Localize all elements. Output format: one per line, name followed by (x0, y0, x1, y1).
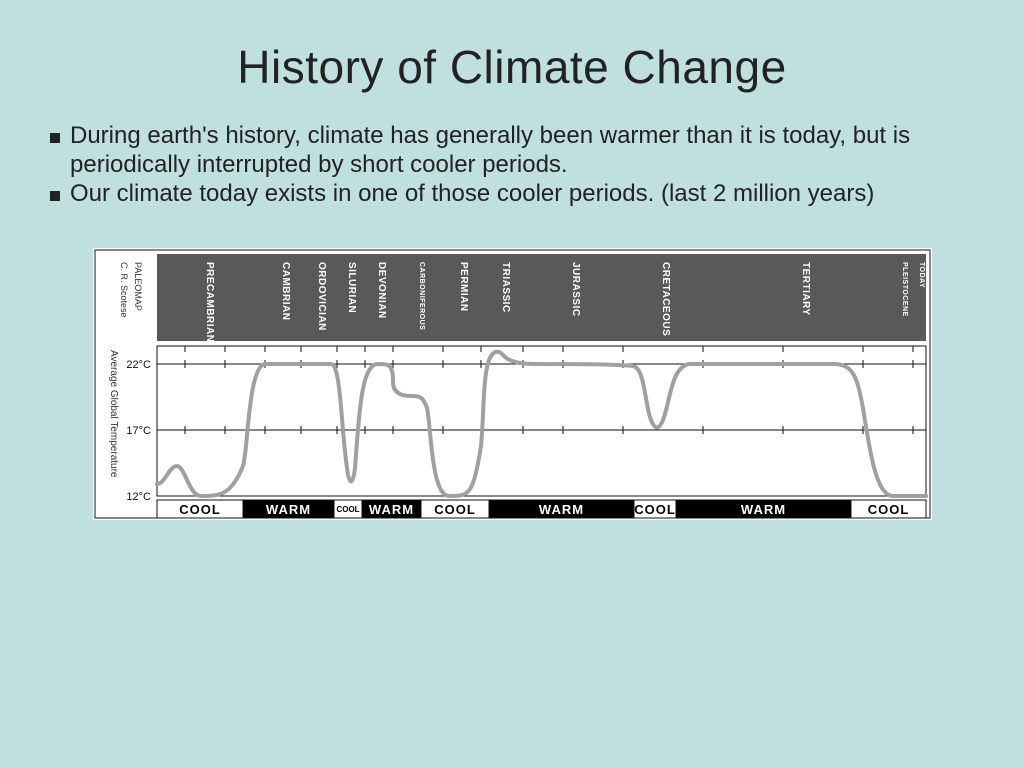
period-label: ORDOVICIAN (316, 262, 327, 331)
y-tick-label: 17°C (126, 425, 151, 437)
period-label: PERMIAN (458, 262, 469, 312)
cool-segment-label: COOL (634, 502, 676, 517)
cool-segment-label: COOL (336, 505, 359, 514)
warm-segment-label: WARM (740, 502, 785, 517)
list-item: During earth's history, climate has gene… (48, 122, 976, 180)
period-label: TRIASSIC (500, 262, 511, 313)
warm-segment-label: WARM (538, 502, 583, 517)
y-axis-title: Average Global Temperature (108, 350, 119, 478)
period-label: CAMBRIAN (280, 262, 291, 320)
climate-history-chart: C. R. Scotese PALEOMAP PRECAMBRIAN CAMBRIAN… (93, 248, 932, 520)
bullet-text: During earth's history, climate has gene… (70, 122, 976, 180)
cool-segment-label: COOL (434, 502, 476, 517)
chart-attribution: PALEOMAP (133, 262, 143, 311)
cool-segment-label: COOL (867, 502, 909, 517)
bullet-text: Our climate today exists in one of those… (70, 180, 976, 209)
period-label: TERTIARY (800, 262, 811, 316)
period-label: DEVONIAN (376, 262, 387, 319)
warm-segment-label: WARM (265, 502, 310, 517)
period-label: TODAY (918, 262, 925, 288)
chart-attribution: C. R. Scotese (119, 262, 129, 318)
temperature-curve (157, 352, 926, 496)
period-label: CARBONIFEROUS (418, 262, 425, 330)
bullet-marker-icon (50, 133, 60, 143)
period-label: CRETACEOUS (660, 262, 671, 336)
period-label: SILURIAN (346, 262, 357, 313)
cool-segment-label: COOL (179, 502, 221, 517)
period-label: JURASSIC (570, 262, 581, 317)
y-tick-label: 12°C (126, 491, 151, 503)
period-label: PRECAMBRIAN (204, 262, 215, 343)
slide: History of Climate Change During earth's… (0, 0, 1024, 768)
bullet-marker-icon (50, 191, 60, 201)
y-tick-label: 22°C (126, 359, 151, 371)
bullet-list: During earth's history, climate has gene… (48, 122, 976, 208)
list-item: Our climate today exists in one of those… (48, 180, 976, 209)
period-label: PLEISTOCENE (901, 262, 908, 317)
page-title: History of Climate Change (48, 40, 976, 94)
warm-segment-label: WARM (368, 502, 413, 517)
